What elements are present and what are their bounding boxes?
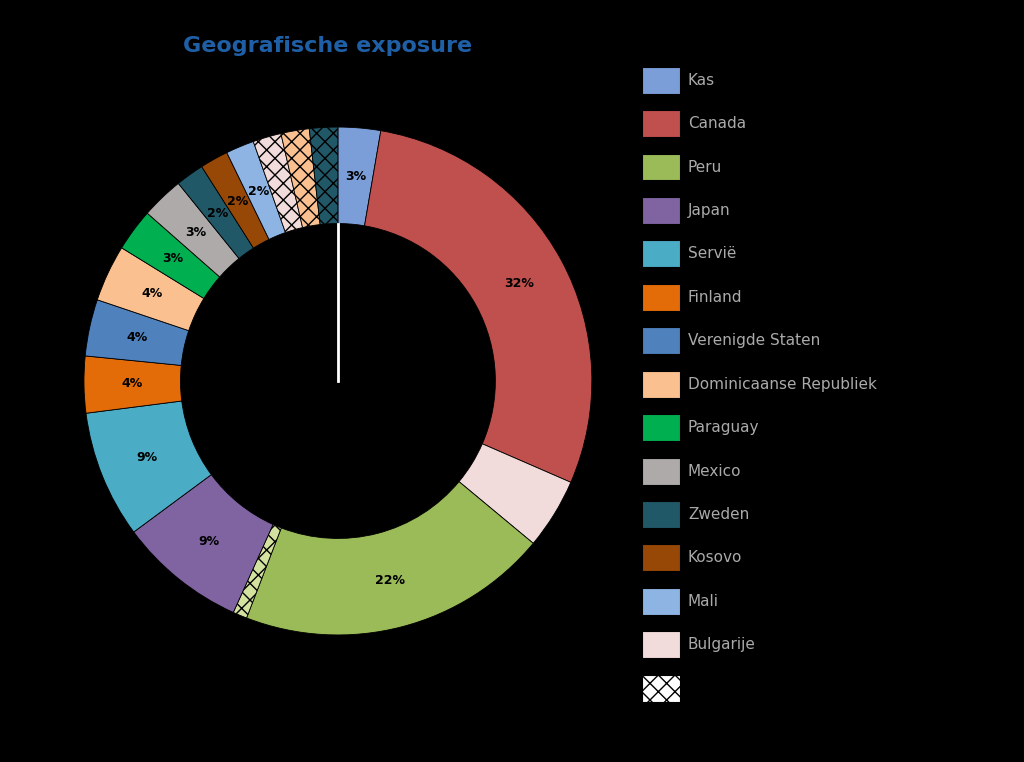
Wedge shape	[226, 142, 286, 239]
Wedge shape	[122, 213, 220, 299]
Wedge shape	[309, 127, 338, 225]
Text: Japan: Japan	[688, 203, 730, 218]
FancyBboxPatch shape	[642, 545, 680, 572]
Wedge shape	[147, 184, 239, 277]
Wedge shape	[86, 401, 211, 532]
FancyBboxPatch shape	[642, 241, 680, 267]
Text: 4%: 4%	[122, 377, 143, 390]
Text: Servië: Servië	[688, 246, 736, 261]
FancyBboxPatch shape	[642, 415, 680, 441]
FancyBboxPatch shape	[642, 284, 680, 311]
FancyBboxPatch shape	[642, 588, 680, 615]
FancyBboxPatch shape	[642, 632, 680, 658]
Text: Mexico: Mexico	[688, 463, 741, 479]
Text: Kosovo: Kosovo	[688, 550, 742, 565]
Text: Dominicaanse Republiek: Dominicaanse Republiek	[688, 376, 877, 392]
Wedge shape	[459, 443, 570, 543]
Text: 2%: 2%	[248, 184, 269, 197]
Text: 9%: 9%	[198, 534, 219, 548]
Text: 3%: 3%	[162, 252, 183, 265]
Text: 2%: 2%	[227, 195, 248, 208]
Text: 3%: 3%	[185, 226, 206, 239]
Wedge shape	[97, 248, 204, 331]
FancyBboxPatch shape	[642, 67, 680, 94]
FancyBboxPatch shape	[642, 371, 680, 398]
Text: 2%: 2%	[207, 207, 228, 220]
FancyBboxPatch shape	[642, 110, 680, 137]
Text: 3%: 3%	[345, 169, 366, 183]
Text: Mali: Mali	[688, 594, 719, 609]
Text: 9%: 9%	[136, 451, 158, 464]
Wedge shape	[84, 356, 181, 413]
Wedge shape	[247, 482, 534, 635]
Text: 32%: 32%	[504, 277, 534, 290]
Text: 4%: 4%	[141, 287, 163, 300]
FancyBboxPatch shape	[642, 458, 680, 485]
Wedge shape	[365, 131, 592, 482]
Wedge shape	[233, 524, 282, 618]
FancyBboxPatch shape	[642, 154, 680, 181]
FancyBboxPatch shape	[642, 328, 680, 354]
FancyBboxPatch shape	[642, 675, 680, 702]
Text: Verenigde Staten: Verenigde Staten	[688, 333, 820, 348]
Text: Zweden: Zweden	[688, 507, 750, 522]
Wedge shape	[85, 299, 188, 366]
Text: Canada: Canada	[688, 116, 746, 131]
FancyBboxPatch shape	[642, 197, 680, 224]
Text: 22%: 22%	[375, 574, 404, 587]
Wedge shape	[281, 129, 321, 228]
Wedge shape	[338, 127, 381, 226]
Text: Paraguay: Paraguay	[688, 420, 760, 435]
Wedge shape	[202, 152, 269, 248]
Text: 4%: 4%	[126, 331, 147, 344]
Text: Peru: Peru	[688, 159, 722, 174]
Text: Kas: Kas	[688, 72, 715, 88]
FancyBboxPatch shape	[642, 501, 680, 528]
Wedge shape	[178, 167, 254, 258]
Text: Geografische exposure: Geografische exposure	[183, 36, 472, 56]
Text: Finland: Finland	[688, 290, 742, 305]
Wedge shape	[134, 475, 273, 613]
Text: Bulgarije: Bulgarije	[688, 637, 756, 652]
Wedge shape	[253, 133, 302, 232]
